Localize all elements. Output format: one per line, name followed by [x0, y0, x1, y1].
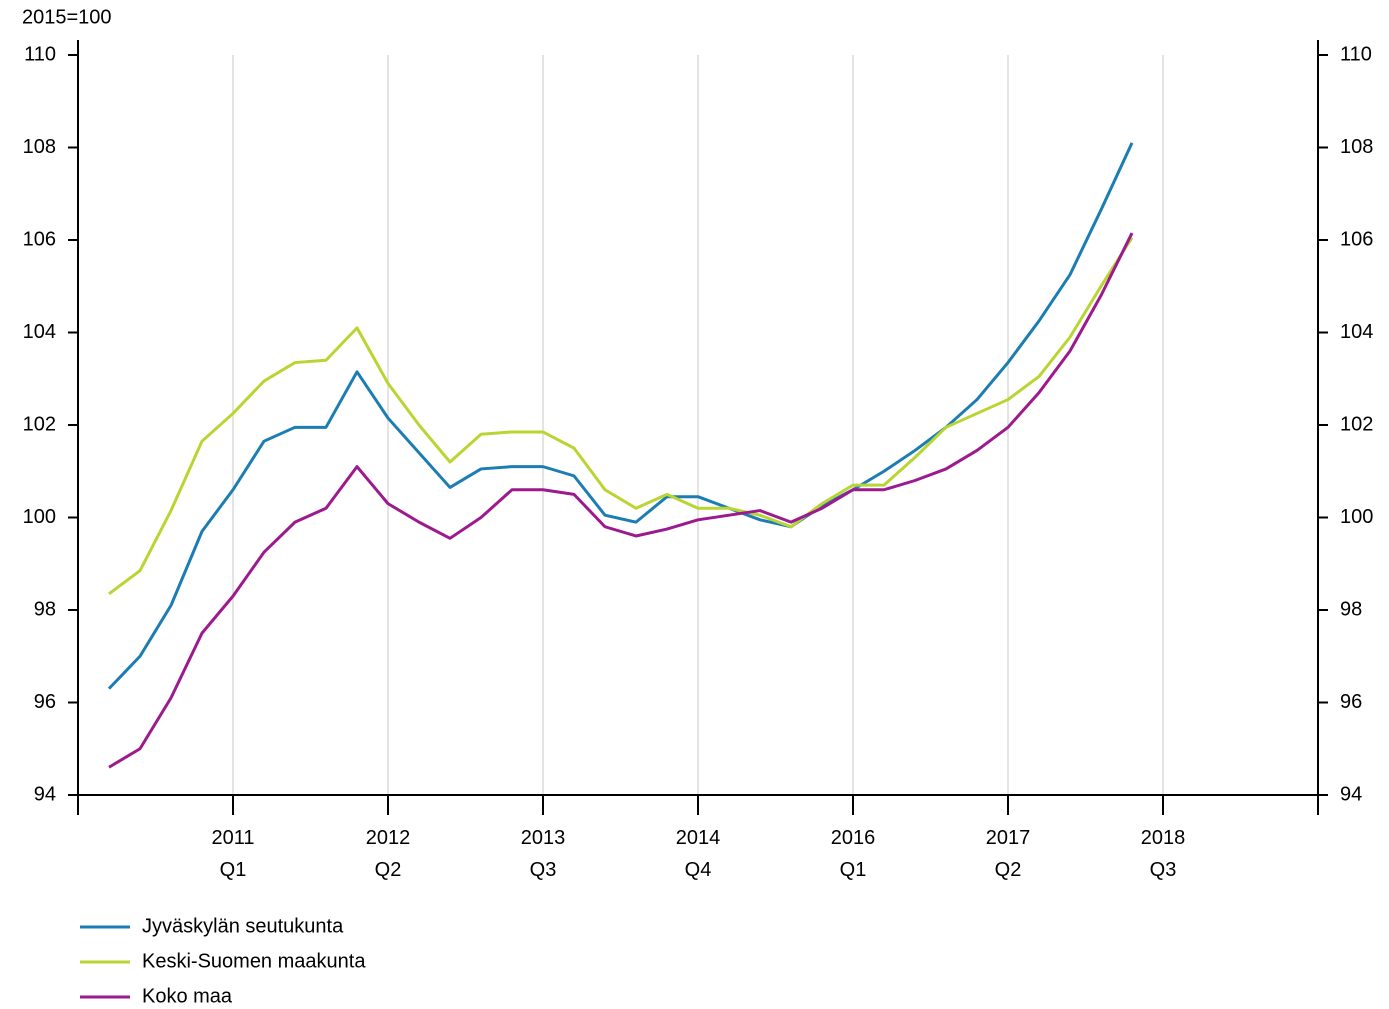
legend-label: Keski-Suomen maakunta	[142, 950, 366, 972]
series-line	[108, 232, 1134, 769]
x-tick-label: 2017 Q2	[985, 827, 1031, 881]
y-tick-label: 100	[23, 506, 56, 528]
series-line	[108, 236, 1134, 596]
y-tick-label: 106	[23, 228, 56, 250]
x-tick-label: 2011 Q1	[211, 827, 255, 881]
y-tick-label: 94	[34, 783, 56, 805]
x-tick-label: 2016 Q1	[830, 827, 876, 881]
y2-tick-label: 100	[1340, 506, 1373, 528]
y2-tick-label: 98	[1340, 598, 1362, 620]
y-tick-label: 96	[34, 691, 56, 713]
y-tick-label: 110	[24, 43, 56, 65]
legend-label: Koko maa	[142, 985, 233, 1007]
y-tick-label: 102	[23, 413, 56, 435]
x-tick-label: 2013 Q3	[520, 827, 566, 881]
y2-tick-label: 110	[1340, 43, 1372, 65]
x-tick-label: 2012 Q2	[365, 827, 411, 881]
y-unit-label: 2015=100	[22, 6, 112, 28]
y-tick-label: 104	[23, 321, 56, 343]
y2-tick-label: 108	[1340, 136, 1373, 158]
y2-tick-label: 104	[1340, 321, 1373, 343]
y2-tick-label: 102	[1340, 413, 1373, 435]
x-tick-label: 2018 Q3	[1140, 827, 1186, 881]
y2-tick-label: 106	[1340, 228, 1373, 250]
x-tick-label: 2014 Q4	[675, 827, 721, 881]
y2-tick-label: 94	[1340, 783, 1362, 805]
series-line	[107, 142, 1134, 690]
legend-label: Jyväskylän seutukunta	[142, 915, 344, 937]
y-tick-label: 108	[23, 136, 56, 158]
y2-tick-label: 96	[1340, 691, 1362, 713]
y-tick-label: 98	[34, 598, 56, 620]
